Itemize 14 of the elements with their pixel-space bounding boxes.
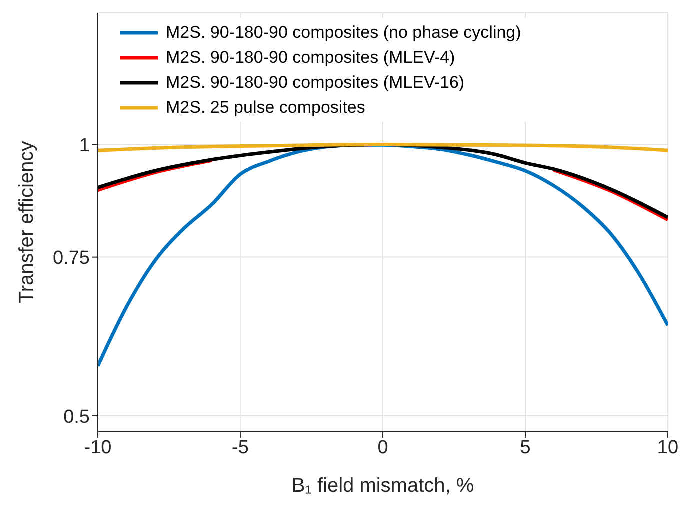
- x-axis-title: B₁ field mismatch, %: [292, 475, 474, 497]
- x-tick-label: 0: [378, 437, 388, 458]
- x-tick-label: -10: [84, 437, 112, 458]
- x-tick-label: 5: [520, 437, 531, 458]
- legend-label: M2S. 90-180-90 composites (MLEV-4): [166, 47, 456, 69]
- legend-label: M2S. 90-180-90 composites (no phase cycling): [166, 22, 522, 44]
- y-tick-label: 1: [79, 135, 90, 156]
- y-axis-title: Transfer efficiency: [16, 141, 38, 304]
- y-tick-label: 0.75: [53, 248, 90, 270]
- y-tick-label: 0.5: [64, 406, 90, 428]
- x-tick-label: -5: [232, 437, 249, 458]
- legend-label: M2S. 90-180-90 composites (MLEV-16): [166, 72, 465, 94]
- legend-label: M2S. 25 pulse composites: [166, 97, 366, 119]
- x-tick-label: 10: [657, 437, 679, 458]
